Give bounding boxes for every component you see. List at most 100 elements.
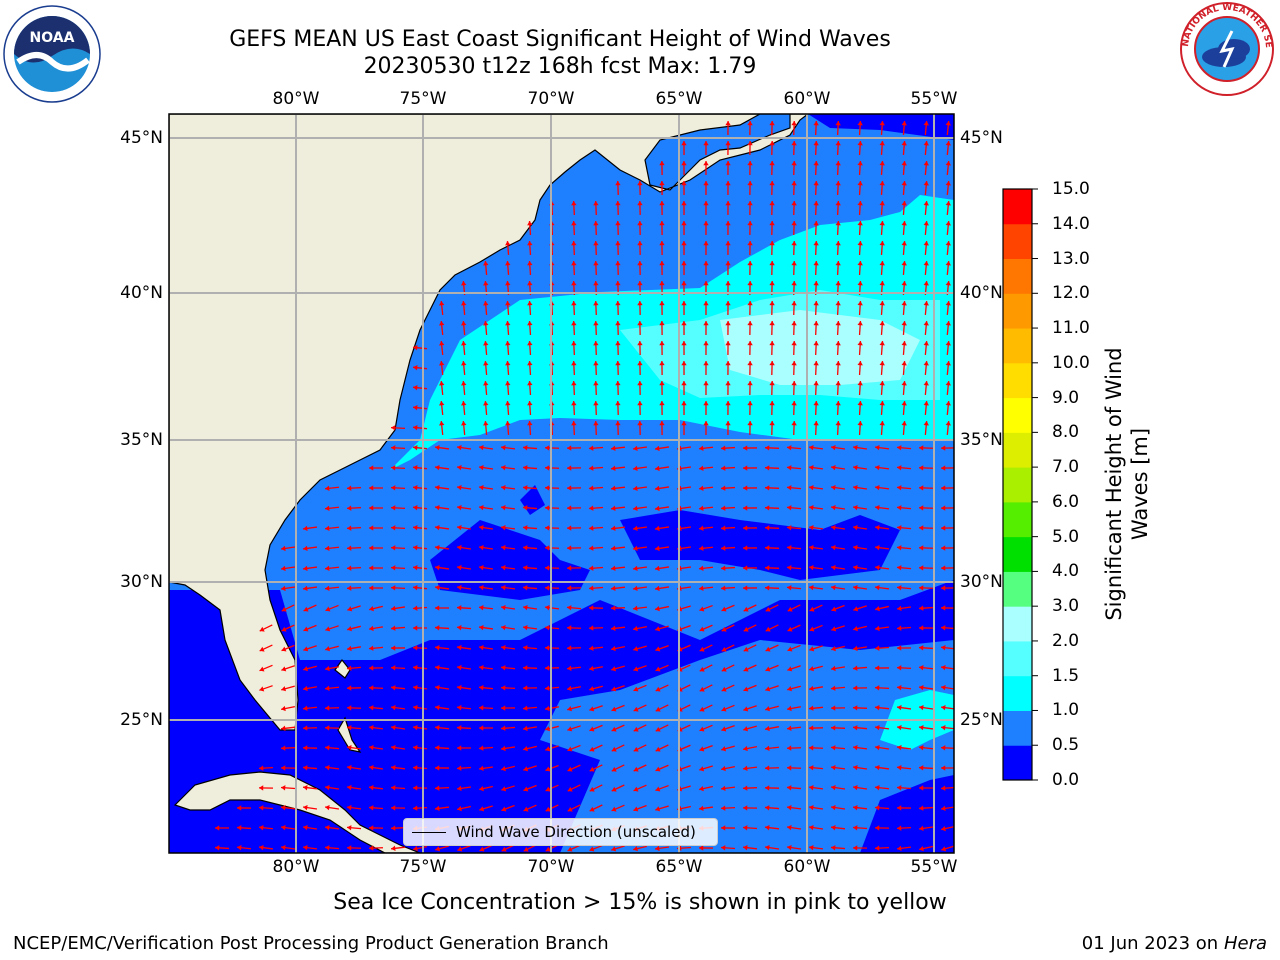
wave-direction-arrow (786, 585, 802, 591)
wave-direction-arrow (940, 684, 954, 691)
wave-direction-arrow (923, 120, 929, 136)
wave-direction-arrow (368, 585, 384, 591)
wave-direction-arrow (720, 545, 736, 551)
wave-direction-arrow (764, 445, 780, 451)
wave-direction-arrow (435, 845, 449, 852)
wave-direction-arrow (720, 785, 736, 792)
wave-direction-arrow (258, 805, 274, 811)
wave-direction-arrow (721, 604, 735, 612)
colorbar-tick-label: 0.5 (1052, 735, 1080, 756)
wave-direction-arrow (791, 400, 797, 416)
wave-direction-arrow (412, 745, 428, 751)
wave-direction-arrow (412, 425, 428, 431)
wave-direction-arrow (945, 320, 951, 336)
wave-direction-arrow (703, 180, 709, 196)
wave-direction-arrow (589, 804, 603, 812)
wave-direction-arrow (764, 805, 780, 811)
wave-direction-arrow (769, 120, 775, 136)
wave-direction-arrow (945, 340, 951, 356)
wave-direction-arrow (567, 744, 581, 752)
lat-left-label: 30°N (120, 572, 163, 592)
wave-direction-arrow (589, 685, 603, 692)
wave-direction-arrow (500, 465, 516, 471)
wave-direction-arrow (324, 685, 340, 691)
wave-direction-arrow (918, 765, 934, 771)
wave-direction-arrow (769, 220, 775, 236)
wave-direction-arrow (791, 220, 797, 236)
wave-direction-arrow (637, 320, 643, 336)
wave-direction-arrow (703, 400, 709, 416)
wave-direction-arrow (390, 704, 406, 711)
wave-direction-arrow (347, 625, 361, 632)
wave-direction-arrow (390, 645, 406, 651)
wave-direction-arrow (368, 505, 384, 511)
wave-direction-arrow (456, 625, 472, 631)
chart-title: GEFS MEAN US East Coast Significant Heig… (229, 27, 891, 52)
wave-direction-arrow (901, 160, 907, 176)
colorbar-segment (1003, 501, 1032, 538)
wave-direction-arrow (879, 260, 885, 276)
wave-direction-arrow (830, 504, 846, 511)
wave-direction-arrow (567, 705, 581, 712)
wave-direction-arrow (857, 360, 863, 376)
wave-direction-arrow (478, 765, 494, 772)
wave-direction-arrow (280, 585, 296, 592)
wave-direction-arrow (346, 744, 362, 751)
wave-direction-arrow (852, 645, 868, 652)
wave-direction-arrow (875, 605, 889, 612)
wave-direction-arrow (505, 360, 511, 376)
wave-direction-arrow (787, 644, 801, 652)
wave-direction-arrow (874, 484, 890, 491)
wave-direction-arrow (703, 200, 709, 216)
wave-direction-arrow (721, 684, 735, 692)
wave-direction-arrow (457, 844, 471, 852)
wave-direction-arrow (769, 140, 775, 156)
wave-direction-arrow (809, 624, 823, 632)
wave-direction-arrow (346, 845, 362, 851)
colorbar-tick-label: 9.0 (1052, 387, 1080, 408)
wave-direction-arrow (456, 444, 472, 451)
wave-direction-arrow (896, 545, 912, 551)
wave-direction-arrow (483, 320, 489, 336)
wave-direction-arrow (764, 485, 780, 491)
wave-direction-arrow (681, 380, 687, 396)
wave-direction-arrow (281, 685, 295, 692)
wave-direction-arrow (835, 300, 841, 316)
wave-direction-arrow (940, 585, 954, 591)
wave-direction-arrow (791, 260, 797, 276)
wave-direction-arrow (303, 665, 317, 672)
wave-direction-arrow (281, 604, 295, 612)
wave-direction-arrow (874, 444, 890, 451)
wave-direction-arrow (940, 745, 954, 751)
wave-direction-arrow (830, 584, 846, 591)
wave-direction-arrow (456, 765, 472, 771)
wave-direction-arrow (923, 380, 929, 396)
wave-direction-arrow (923, 260, 929, 276)
wave-direction-arrow (368, 565, 384, 571)
wave-direction-arrow (940, 545, 954, 551)
wave-direction-arrow (699, 684, 713, 692)
wave-direction-arrow (703, 140, 709, 156)
wave-direction-arrow (302, 545, 318, 552)
wave-direction-arrow (681, 180, 687, 196)
wave-direction-arrow (527, 320, 533, 336)
wave-direction-arrow (720, 485, 736, 491)
wave-direction-arrow (901, 120, 907, 136)
wave-direction-arrow (764, 825, 780, 831)
wave-direction-arrow (571, 320, 577, 336)
wave-direction-arrow (456, 544, 472, 551)
wave-direction-arrow (787, 604, 801, 612)
wave-direction-arrow (368, 625, 384, 632)
wave-direction-arrow (747, 160, 753, 176)
wave-direction-arrow (830, 705, 846, 711)
wave-direction-arrow (589, 744, 603, 752)
wave-direction-arrow (478, 484, 494, 491)
wave-direction-arrow (527, 220, 533, 236)
wave-direction-arrow (699, 785, 713, 792)
wave-direction-arrow (835, 360, 841, 376)
wave-direction-arrow (593, 400, 599, 416)
wave-direction-arrow (434, 584, 450, 591)
wave-direction-arrow (725, 200, 731, 216)
wave-direction-arrow (699, 704, 713, 712)
wave-direction-arrow (787, 685, 801, 692)
